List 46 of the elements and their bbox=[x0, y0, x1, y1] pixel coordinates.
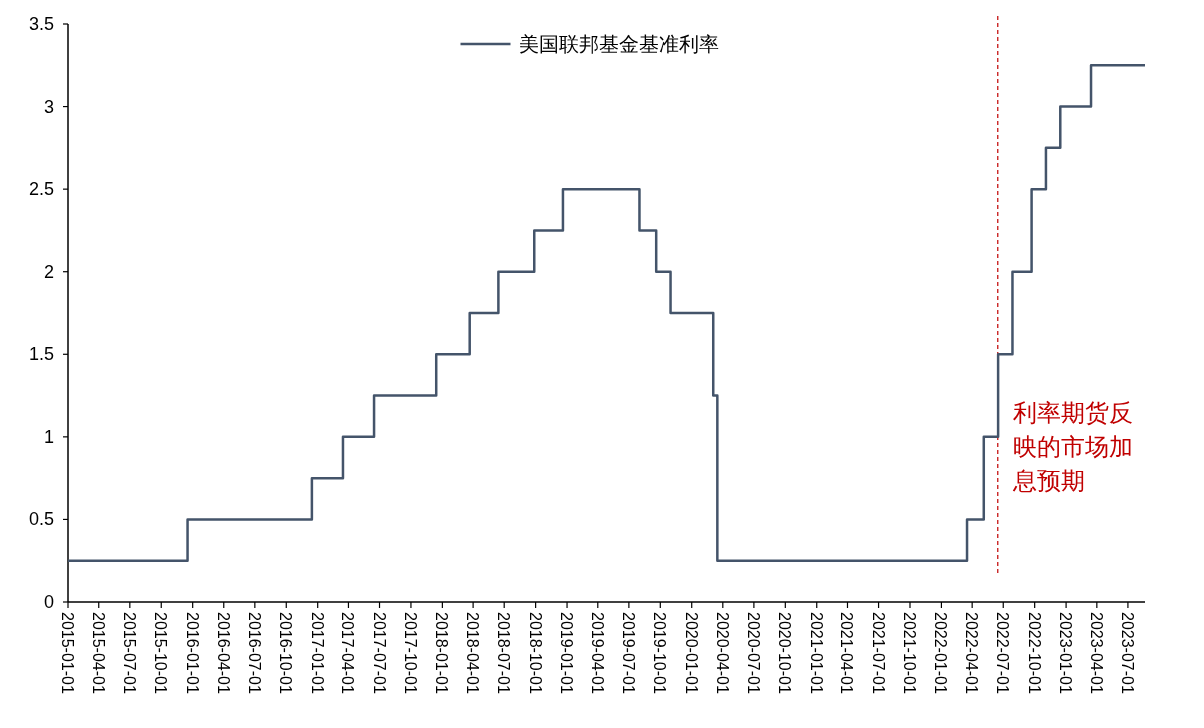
x-tick-label: 2023-01-01 bbox=[1057, 612, 1075, 694]
x-tick-label: 2023-07-01 bbox=[1118, 612, 1136, 694]
x-tick-label: 2018-10-01 bbox=[526, 612, 544, 694]
y-tick-label: 1.5 bbox=[28, 344, 54, 365]
x-tick-label: 2020-10-01 bbox=[776, 612, 794, 694]
x-tick-label: 2017-04-01 bbox=[339, 612, 357, 694]
x-tick-label: 2020-04-01 bbox=[713, 612, 731, 694]
x-tick-label: 2022-01-01 bbox=[932, 612, 950, 694]
x-tick-label: 2015-04-01 bbox=[89, 612, 107, 694]
x-tick-label: 2021-10-01 bbox=[900, 612, 918, 694]
x-tick-label: 2020-07-01 bbox=[744, 612, 762, 694]
x-tick-label: 2015-01-01 bbox=[59, 612, 76, 694]
x-tick-label: 2021-01-01 bbox=[807, 612, 825, 694]
x-tick-label: 2018-07-01 bbox=[495, 612, 513, 694]
x-tick-label: 2019-01-01 bbox=[558, 612, 576, 694]
legend: 美国联邦基金基准利率 bbox=[460, 33, 719, 55]
x-tick-label: 2016-10-01 bbox=[277, 612, 295, 694]
y-tick-label: 2 bbox=[43, 261, 54, 282]
x-tick-label: 2017-10-01 bbox=[401, 612, 419, 694]
x-tick-label: 2016-01-01 bbox=[183, 612, 201, 694]
ref-line-label: 利率期货反映的市场加息预期 bbox=[1012, 398, 1134, 496]
y-tick-label: 1 bbox=[43, 426, 54, 447]
x-tick-label: 2022-07-01 bbox=[994, 612, 1012, 694]
legend-label: 美国联邦基金基准利率 bbox=[518, 33, 719, 55]
x-tick-label: 2015-07-01 bbox=[120, 612, 138, 694]
x-tick-label: 2023-04-01 bbox=[1087, 612, 1105, 694]
x-tick-label: 2017-01-01 bbox=[308, 612, 326, 694]
x-tick-label: 2018-01-01 bbox=[433, 612, 451, 694]
x-tick-label: 2019-04-01 bbox=[588, 612, 606, 694]
y-tick-label: 3.5 bbox=[28, 14, 54, 34]
y-tick-label: 3 bbox=[43, 96, 54, 117]
x-tick-label: 2016-07-01 bbox=[245, 612, 263, 694]
x-tick-label: 2021-04-01 bbox=[838, 612, 856, 694]
x-tick-label: 2016-04-01 bbox=[214, 612, 232, 694]
x-tick-label: 2018-04-01 bbox=[464, 612, 482, 694]
x-tick-label: 2017-07-01 bbox=[370, 612, 388, 694]
x-tick-label: 2019-10-01 bbox=[651, 612, 669, 694]
x-tick-label: 2021-07-01 bbox=[869, 612, 887, 694]
x-tick-label: 2022-10-01 bbox=[1025, 612, 1043, 694]
x-tick-label: 2020-01-01 bbox=[682, 612, 700, 694]
x-tick-label: 2015-10-01 bbox=[152, 612, 170, 694]
y-tick-label: 0.5 bbox=[28, 509, 54, 530]
x-tick-label: 2022-04-01 bbox=[963, 612, 981, 694]
y-tick-label: 2.5 bbox=[28, 179, 54, 200]
x-tick-label: 2019-07-01 bbox=[619, 612, 637, 694]
y-tick-label: 0 bbox=[43, 592, 54, 612]
